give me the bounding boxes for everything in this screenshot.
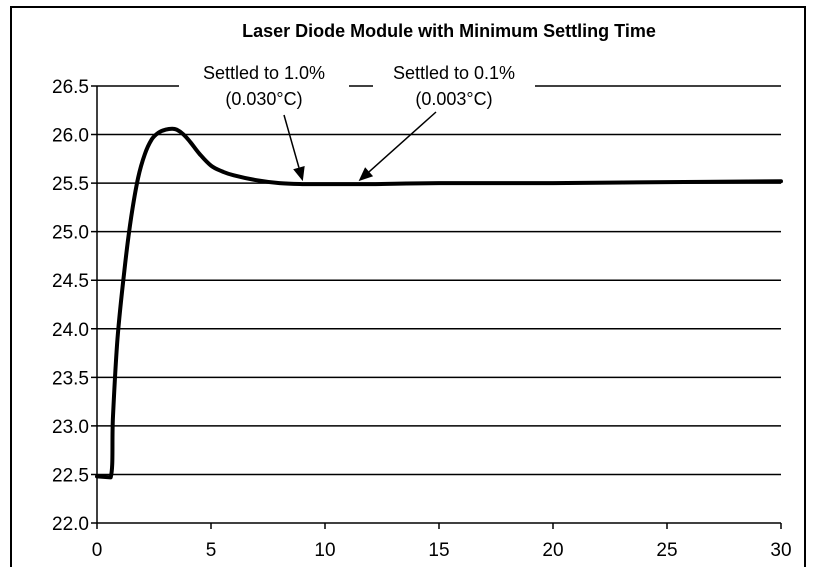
y-tick-label-7: 25.5 [52, 174, 89, 195]
x-tick-label-5: 25 [656, 540, 677, 561]
y-tick-label-4: 24.0 [52, 320, 89, 341]
annotation-0-line1: Settled to 1.0% [203, 63, 325, 83]
y-tick-label-3: 23.5 [52, 368, 89, 389]
annotation-arrow-1 [369, 112, 436, 172]
annotation-arrowhead-0 [293, 166, 305, 181]
x-tick-label-0: 0 [92, 540, 103, 561]
x-tick-label-6: 30 [770, 540, 791, 561]
x-tick-label-3: 15 [428, 540, 449, 561]
y-tick-label-8: 26.0 [52, 126, 89, 147]
y-tick-label-0: 22.0 [52, 514, 89, 535]
y-tick-label-6: 25.0 [52, 223, 89, 244]
x-tick-labels: 0 5 10 15 20 25 30 [92, 540, 792, 561]
y-tick-label-1: 22.5 [52, 465, 89, 486]
x-tick-label-1: 5 [206, 540, 217, 561]
annotation-0-line2: (0.030°C) [225, 89, 302, 109]
annotation-1-line1: Settled to 0.1% [393, 63, 515, 83]
chart-title: Laser Diode Module with Minimum Settling… [242, 21, 656, 41]
annotation-1-line2: (0.003°C) [415, 89, 492, 109]
y-tick-label-9: 26.5 [52, 77, 89, 98]
y-tick-label-5: 24.5 [52, 271, 89, 292]
gridlines [91, 86, 781, 529]
x-tick-label-2: 10 [314, 540, 335, 561]
annotation-arrow-0 [284, 115, 299, 168]
series-group [97, 129, 781, 478]
y-tick-labels: 22.0 22.5 23.0 23.5 24.0 24.5 25.0 25.5 26.0 26.5 [52, 77, 89, 535]
series-line-0 [97, 129, 781, 478]
y-tick-label-2: 23.0 [52, 417, 89, 438]
annotations: Settled to 1.0% (0.030°C) Settled to 0.1% (… [179, 62, 535, 181]
x-tick-label-4: 20 [542, 540, 563, 561]
